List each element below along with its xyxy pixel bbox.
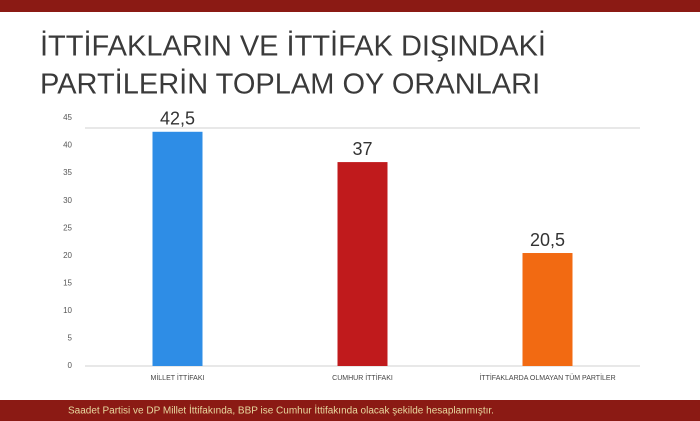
y-tick-label: 15 <box>63 278 72 287</box>
value-label: 42,5 <box>160 109 195 129</box>
chart-title: İTTİFAKLARIN VE İTTİFAK DIŞINDAKİ <box>40 30 546 63</box>
x-tick-label: MİLLET İTTİFAKI <box>151 373 205 382</box>
footnote: Saadet Partisi ve DP Millet İttifakında,… <box>68 404 494 417</box>
y-tick-label: 20 <box>63 251 72 260</box>
y-tick-label: 0 <box>68 361 73 370</box>
bar <box>522 253 573 366</box>
y-tick-label: 45 <box>63 113 72 122</box>
x-tick-label: İTTİFAKLARDA OLMAYAN TÜM PARTİLER <box>479 373 615 382</box>
y-tick-label: 25 <box>63 223 72 232</box>
y-tick-label: 5 <box>68 334 73 343</box>
value-label: 37 <box>352 139 372 159</box>
top-band <box>0 0 700 12</box>
chart-title: PARTİLERİN TOPLAM OY ORANLARI <box>40 68 540 101</box>
y-tick-label: 10 <box>63 306 72 315</box>
bar <box>337 162 388 366</box>
y-tick-label: 35 <box>63 168 72 177</box>
y-tick-label: 40 <box>63 141 72 150</box>
x-tick-label: CUMHUR İTTİFAKI <box>332 373 393 382</box>
bar <box>152 131 203 366</box>
value-label: 20,5 <box>530 230 565 250</box>
y-tick-label: 30 <box>63 196 72 205</box>
footer-band <box>0 400 700 421</box>
